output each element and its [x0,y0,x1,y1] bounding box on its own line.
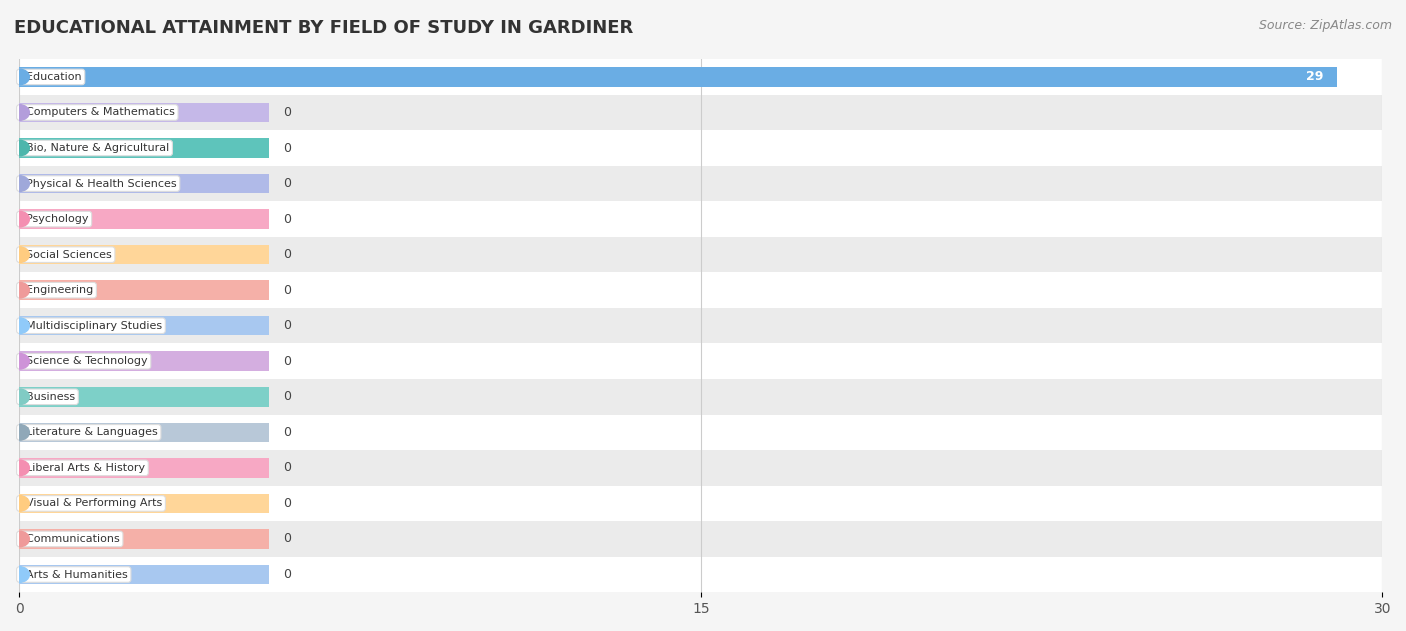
Bar [20,557,1382,593]
Circle shape [10,460,30,476]
Bar [20,415,1382,450]
Bar [20,529,269,549]
Circle shape [10,176,30,191]
Text: 29: 29 [1306,71,1323,83]
Circle shape [10,425,30,440]
Circle shape [10,353,30,369]
Bar [20,379,1382,415]
Text: 0: 0 [283,355,291,368]
Bar [20,67,1337,86]
Text: Engineering: Engineering [20,285,94,295]
Circle shape [10,318,30,334]
Text: Multidisciplinary Studies: Multidisciplinary Studies [20,321,163,331]
Bar [20,130,1382,166]
Circle shape [10,140,30,156]
Circle shape [10,211,30,227]
Text: Visual & Performing Arts: Visual & Performing Arts [20,498,163,509]
Bar [20,308,1382,343]
Circle shape [10,531,30,547]
Text: 0: 0 [283,497,291,510]
Text: 0: 0 [283,213,291,226]
Circle shape [10,495,30,511]
Circle shape [10,567,30,582]
Text: Arts & Humanities: Arts & Humanities [20,570,128,579]
Bar [20,237,1382,273]
Text: EDUCATIONAL ATTAINMENT BY FIELD OF STUDY IN GARDINER: EDUCATIONAL ATTAINMENT BY FIELD OF STUDY… [14,19,633,37]
Bar [20,486,1382,521]
Bar [20,280,269,300]
Bar [20,166,1382,201]
Bar [20,343,1382,379]
Bar [20,493,269,513]
Text: Science & Technology: Science & Technology [20,357,148,366]
Bar [20,565,269,584]
Text: Computers & Mathematics: Computers & Mathematics [20,107,176,117]
Text: Bio, Nature & Agricultural: Bio, Nature & Agricultural [20,143,170,153]
Circle shape [10,389,30,404]
Bar [20,209,269,229]
Text: 0: 0 [283,248,291,261]
Text: 0: 0 [283,391,291,403]
Bar [20,95,1382,130]
Text: Liberal Arts & History: Liberal Arts & History [20,463,145,473]
Bar [20,174,269,193]
Text: 0: 0 [283,568,291,581]
Bar [20,245,269,264]
Bar [20,521,1382,557]
Bar [20,458,269,478]
Bar [20,201,1382,237]
Bar [20,316,269,336]
Text: 0: 0 [283,533,291,545]
Text: 0: 0 [283,284,291,297]
Bar [20,387,269,406]
Text: Education: Education [20,72,82,82]
Text: 0: 0 [283,426,291,439]
Text: Business: Business [20,392,76,402]
Text: Communications: Communications [20,534,120,544]
Text: Literature & Languages: Literature & Languages [20,427,157,437]
Text: 0: 0 [283,177,291,190]
Circle shape [10,105,30,121]
Circle shape [10,69,30,85]
Text: Source: ZipAtlas.com: Source: ZipAtlas.com [1258,19,1392,32]
Text: 0: 0 [283,141,291,155]
Text: 0: 0 [283,106,291,119]
Circle shape [10,247,30,262]
Bar [20,351,269,371]
Bar [20,59,1382,95]
Circle shape [10,282,30,298]
Text: 0: 0 [283,319,291,333]
Bar [20,273,1382,308]
Text: Physical & Health Sciences: Physical & Health Sciences [20,179,177,189]
Text: 0: 0 [283,461,291,475]
Text: Psychology: Psychology [20,214,89,224]
Text: Social Sciences: Social Sciences [20,250,112,259]
Bar [20,103,269,122]
Bar [20,423,269,442]
Bar [20,138,269,158]
Bar [20,450,1382,486]
